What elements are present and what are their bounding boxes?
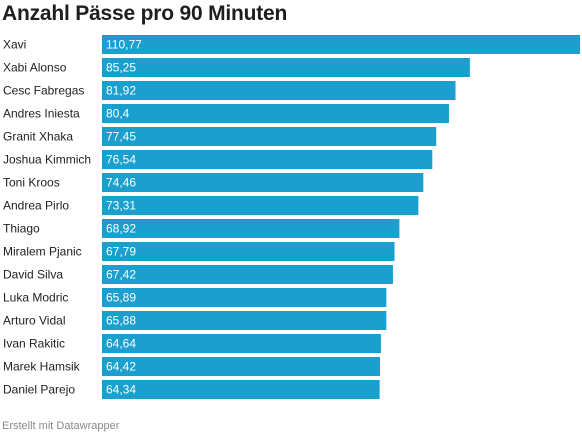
value-label: 77,45 (106, 130, 136, 144)
category-label: Arturo Vidal (3, 314, 65, 328)
value-label: 85,25 (106, 61, 136, 75)
bar (102, 311, 387, 330)
chart-title: Anzahl Pässe pro 90 Minuten (2, 2, 288, 25)
value-label: 74,46 (106, 176, 136, 190)
value-label: 73,31 (106, 199, 136, 213)
category-label: Andres Iniesta (3, 107, 80, 121)
category-label: Joshua Kimmich (3, 153, 91, 167)
category-label: Ivan Rakitic (3, 337, 65, 351)
value-label: 68,92 (106, 222, 136, 236)
value-label: 67,79 (106, 245, 136, 259)
bar (102, 265, 393, 284)
value-label: 64,64 (106, 337, 136, 351)
bar (102, 219, 400, 238)
category-label: Xabi Alonso (3, 61, 67, 75)
category-label: Xavi (3, 38, 26, 52)
footer-credit: Erstellt mit Datawrapper (2, 420, 120, 432)
bar (102, 35, 580, 54)
bar (102, 127, 437, 146)
category-label: Andrea Pirlo (3, 199, 69, 213)
bar (102, 196, 419, 215)
category-label: Daniel Parejo (3, 383, 75, 397)
value-label: 76,54 (106, 153, 136, 167)
bar (102, 150, 433, 169)
bar (102, 104, 449, 123)
bar (102, 173, 424, 192)
category-label: Cesc Fabregas (3, 84, 84, 98)
bar (102, 334, 381, 353)
value-label: 81,92 (106, 84, 136, 98)
value-label: 110,77 (106, 38, 142, 52)
value-label: 65,88 (106, 314, 136, 328)
bar (102, 58, 470, 77)
value-label: 64,42 (106, 360, 136, 374)
value-label: 64,34 (106, 383, 136, 397)
bar (102, 242, 395, 261)
category-label: Marek Hamsik (3, 360, 81, 374)
category-label: Thiago (3, 222, 40, 236)
category-label: Granit Xhaka (3, 130, 73, 144)
category-label: Miralem Pjanic (3, 245, 82, 259)
category-label: Luka Modric (3, 291, 68, 305)
value-label: 65,89 (106, 291, 136, 305)
bar (102, 380, 380, 399)
bar (102, 288, 387, 307)
category-label: David Silva (3, 268, 63, 282)
bar (102, 81, 456, 100)
value-label: 80,4 (106, 107, 130, 121)
bar (102, 357, 380, 376)
value-label: 67,42 (106, 268, 136, 282)
category-label: Toni Kroos (3, 176, 60, 190)
